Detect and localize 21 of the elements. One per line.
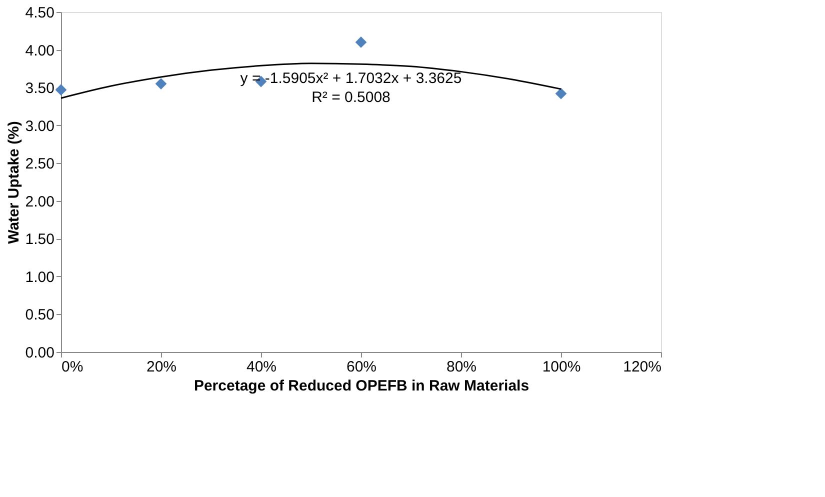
x-tick-label: 80% bbox=[446, 358, 477, 376]
y-tick-label: 0.00 bbox=[25, 344, 54, 362]
y-tick-label: 4.50 bbox=[25, 4, 54, 22]
x-axis-title: Percetage of Reduced OPEFB in Raw Materials bbox=[194, 378, 530, 394]
annotation: R² = 0.5008 bbox=[312, 89, 390, 106]
y-axis-title: Water Uptake (%) bbox=[5, 121, 22, 244]
y-tick-label: 3.50 bbox=[25, 80, 54, 98]
y-tick-label: 1.00 bbox=[25, 268, 54, 286]
y-tick-label: 0.50 bbox=[25, 306, 54, 324]
x-tick-label: 120% bbox=[623, 358, 662, 376]
annotation: y = -1.5905x² + 1.7032x + 3.3625 bbox=[240, 70, 462, 87]
y-tick-label: 2.50 bbox=[25, 156, 54, 173]
x-tick-label: 0% bbox=[62, 358, 84, 376]
y-tick-label: 4.00 bbox=[25, 42, 54, 60]
x-tick-label: 100% bbox=[542, 358, 581, 376]
y-tick-label: 3.00 bbox=[25, 118, 54, 135]
x-tick-label: 20% bbox=[146, 358, 177, 376]
y-tick-label: 1.50 bbox=[25, 231, 54, 248]
y-tick-label: 2.00 bbox=[25, 193, 54, 210]
x-tick-label: 40% bbox=[246, 358, 277, 376]
x-tick-label: 60% bbox=[346, 358, 377, 376]
